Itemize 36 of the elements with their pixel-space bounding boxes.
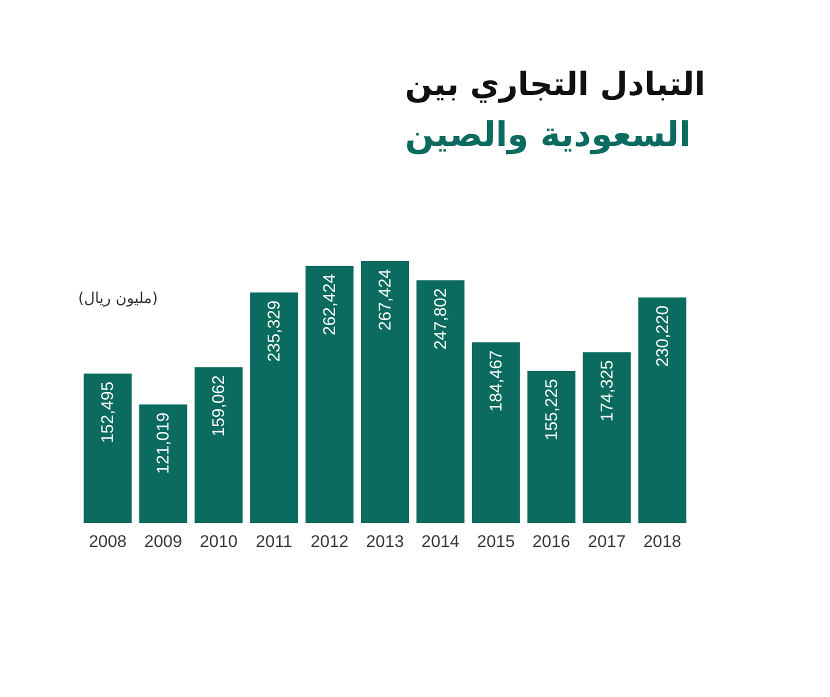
x-tick-label: 2008 <box>88 532 127 551</box>
data-label: 230,220 <box>652 305 672 367</box>
bar <box>638 297 686 523</box>
bar <box>361 261 409 523</box>
bar <box>84 374 132 523</box>
bar <box>527 370 576 523</box>
bar <box>250 292 298 523</box>
x-tick-label: 2012 <box>310 532 348 551</box>
x-tick-label: 2017 <box>588 532 626 551</box>
x-tick-label: 2010 <box>200 532 238 551</box>
x-tick-label: 2011 <box>256 532 292 551</box>
x-tick-label: 2013 <box>366 532 404 551</box>
data-label: 235,329 <box>264 300 284 362</box>
bar <box>306 266 354 523</box>
data-label: 155,225 <box>542 378 561 440</box>
annotation: (مليون ريال) <box>78 289 158 307</box>
chart-title: التبادل التجاري بين <box>405 65 706 103</box>
x-tick-label: 2016 <box>532 532 570 551</box>
data-label: 267,424 <box>376 269 394 330</box>
data-label: 262,424 <box>320 274 340 336</box>
bar <box>139 404 188 523</box>
bar <box>416 280 464 523</box>
bar <box>472 342 520 523</box>
data-label: 159,062 <box>209 375 228 437</box>
x-tick-label: 2015 <box>476 532 515 551</box>
x-tick-label: 2009 <box>144 532 182 551</box>
bar <box>194 367 243 523</box>
x-tick-label: 2014 <box>422 532 460 551</box>
chart-subtitle: السعودية والصين <box>405 115 691 155</box>
data-label: 184,467 <box>486 350 506 412</box>
data-label: 121,019 <box>154 412 173 474</box>
bar <box>582 352 631 523</box>
data-label: 152,495 <box>98 382 118 444</box>
x-tick-label: 2018 <box>643 532 682 551</box>
data-label: 247,802 <box>430 288 450 350</box>
data-label: 174,325 <box>597 360 616 422</box>
